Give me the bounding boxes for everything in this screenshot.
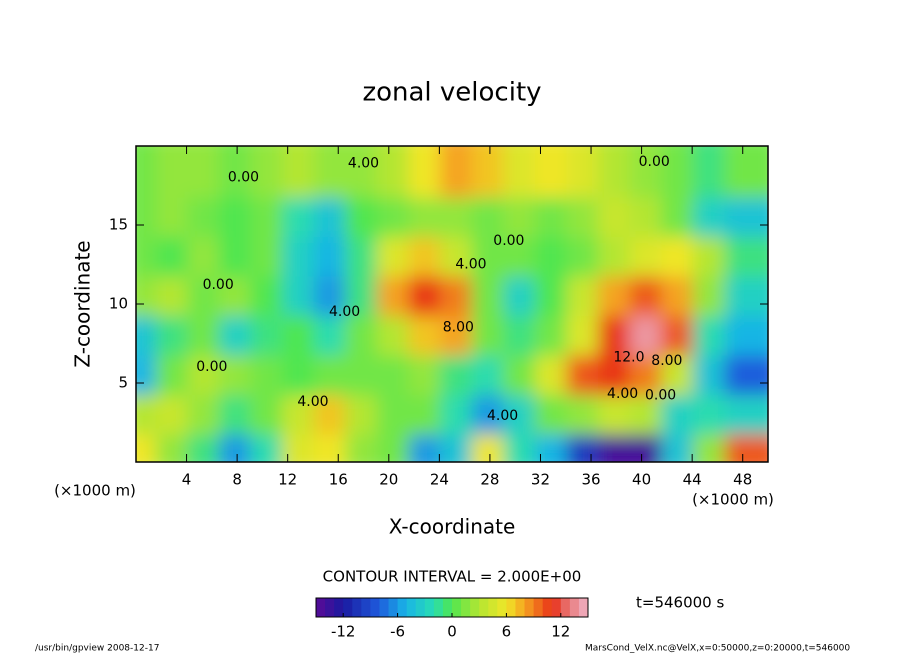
contour-label: 8.00 [443, 320, 474, 336]
contour-label: 0.00 [645, 388, 676, 404]
colorbar-tick-label: 12 [551, 623, 570, 641]
colorbar-band [415, 598, 426, 617]
colorbar-band [316, 598, 326, 617]
time-label: t=546000 s [636, 594, 724, 612]
colorbar-band [388, 598, 399, 617]
colorbar-band [325, 598, 335, 617]
contour-label: 0.00 [493, 233, 524, 249]
colorbar-tick-label: -6 [390, 623, 405, 641]
contour-label: 0.00 [639, 154, 670, 170]
y-tick-label: 10 [109, 295, 128, 313]
colorbar-tick-label: 0 [447, 623, 457, 641]
colorbar-band [334, 598, 344, 617]
colorbar-band [524, 598, 535, 617]
contour-label: 4.00 [607, 386, 638, 402]
x-tick-label: 8 [232, 471, 242, 489]
x-tick-label: 12 [278, 471, 297, 489]
colorbar-band [479, 598, 489, 617]
colorbar-band [488, 598, 498, 617]
footer-left: /usr/bin/gpview 2008-12-17 [35, 644, 159, 654]
colorbar-band [560, 598, 571, 617]
colorbar-band [515, 598, 526, 617]
y-tick-label: 5 [118, 374, 128, 392]
colorbar-band [551, 598, 562, 617]
field [136, 146, 768, 462]
contour-label: 4.00 [348, 155, 379, 171]
colorbar-band [569, 598, 580, 617]
colorbar-band [542, 598, 553, 617]
contour-label: 0.00 [203, 277, 234, 293]
contour-label: 12.0 [613, 350, 644, 366]
contour-label: 0.00 [196, 359, 227, 375]
colorbar-tick-label: 6 [502, 623, 512, 641]
colorbar-frame [315, 597, 589, 618]
colorbar-band [533, 598, 544, 617]
colorbar-band [343, 598, 353, 617]
x-tick-label: 16 [329, 471, 348, 489]
x-unit: (×1000 m) [692, 491, 774, 509]
colorbar-tick-label: -12 [331, 623, 356, 641]
y-unit: (×1000 m) [54, 482, 136, 500]
colorbar-band [461, 598, 471, 617]
colorbar-band [497, 598, 507, 617]
x-axis-label: X-coordinate [389, 515, 516, 539]
chart-title: zonal velocity [362, 78, 541, 108]
x-tick-label: 32 [531, 471, 550, 489]
colorbar-band [379, 598, 390, 617]
contour-label: 0.00 [228, 170, 259, 186]
x-tick-label: 24 [430, 471, 449, 489]
colorbar-band [352, 598, 362, 617]
contour-label: 4.00 [455, 257, 486, 273]
x-tick-label: 40 [632, 471, 651, 489]
colorbar-band [470, 598, 480, 617]
colorbar-band [452, 598, 462, 617]
colorbar-band [506, 598, 516, 617]
x-tick-label: 4 [182, 471, 192, 489]
contour-label: 4.00 [297, 394, 328, 410]
colorbar-band [433, 598, 444, 617]
field-area [136, 146, 768, 462]
colorbar-band [406, 598, 417, 617]
footer-right: MarsCond_VelX.nc@VelX,x=0:50000,z=0:2000… [585, 644, 850, 654]
y-axis-label: Z-coordinate [71, 240, 95, 367]
contour-interval: CONTOUR INTERVAL = 2.000E+00 [323, 568, 582, 586]
colorbar-band [397, 598, 408, 617]
colorbar-band [370, 598, 380, 617]
x-tick-label: 48 [733, 471, 752, 489]
x-tick-label: 44 [683, 471, 702, 489]
x-tick-label: 36 [581, 471, 600, 489]
contour-label: 4.00 [487, 408, 518, 424]
x-tick-label: 20 [379, 471, 398, 489]
colorbar-band [424, 598, 435, 617]
contour-labels: 4.00 0.00 0.00 0.00 4.00 0.00 4.00 8.00 0.00 4.00… [196, 154, 682, 424]
colorbar-band [361, 598, 371, 617]
colorbar: -12 -6 0 6 12 [316, 598, 589, 641]
x-tick-label: 28 [480, 471, 499, 489]
contour-label: 8.00 [651, 353, 682, 369]
contour-label: 4.00 [329, 304, 360, 320]
y-tick-label: 15 [109, 216, 128, 234]
colorbar-band [578, 598, 589, 617]
field-cell [724, 146, 768, 198]
colorbar-band [442, 598, 453, 617]
